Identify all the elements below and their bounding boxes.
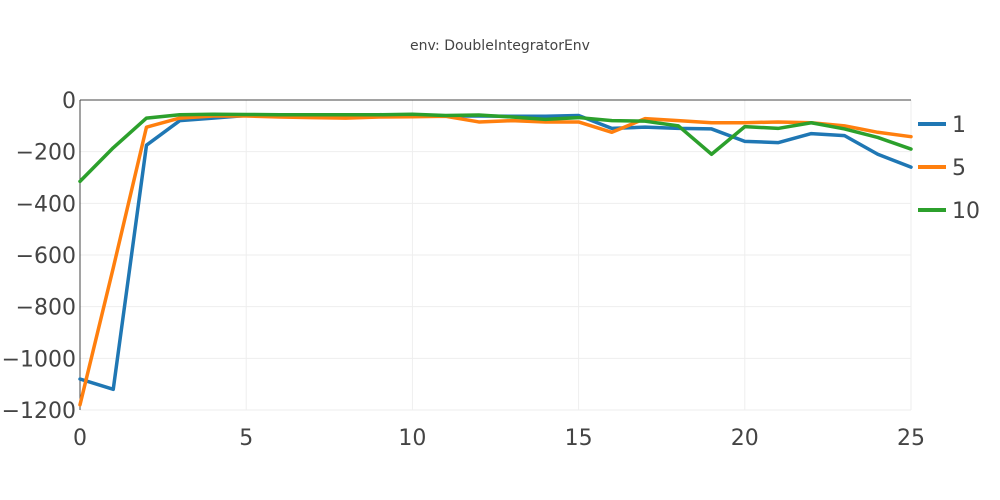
y-tick-label: −800 xyxy=(16,296,76,321)
chart-title: env: DoubleIntegratorEnv xyxy=(410,38,590,54)
x-tick-label: 15 xyxy=(565,426,593,451)
y-tick-label: −400 xyxy=(16,192,76,217)
legend-label-1: 1 xyxy=(952,113,966,138)
x-tick-label: 25 xyxy=(897,426,925,451)
series-line-10 xyxy=(78,112,913,184)
legend-label-10: 10 xyxy=(952,199,980,224)
series-line-5 xyxy=(78,114,913,407)
legend-label-5: 5 xyxy=(952,156,966,181)
y-tick-label: −600 xyxy=(16,244,76,269)
x-tick-label: 0 xyxy=(73,426,87,451)
series-layer xyxy=(78,112,913,407)
y-tick-label: −200 xyxy=(16,141,76,166)
y-tick-label: 0 xyxy=(62,89,76,114)
series-line-1 xyxy=(78,113,913,392)
y-tick-label: −1200 xyxy=(2,399,76,424)
axis-layer xyxy=(79,99,911,410)
grid-layer xyxy=(80,100,912,411)
x-tick-label: 10 xyxy=(398,426,426,451)
y-tick-label: −1000 xyxy=(2,347,76,372)
x-tick-label: 5 xyxy=(239,426,253,451)
x-tick-label: 20 xyxy=(731,426,759,451)
